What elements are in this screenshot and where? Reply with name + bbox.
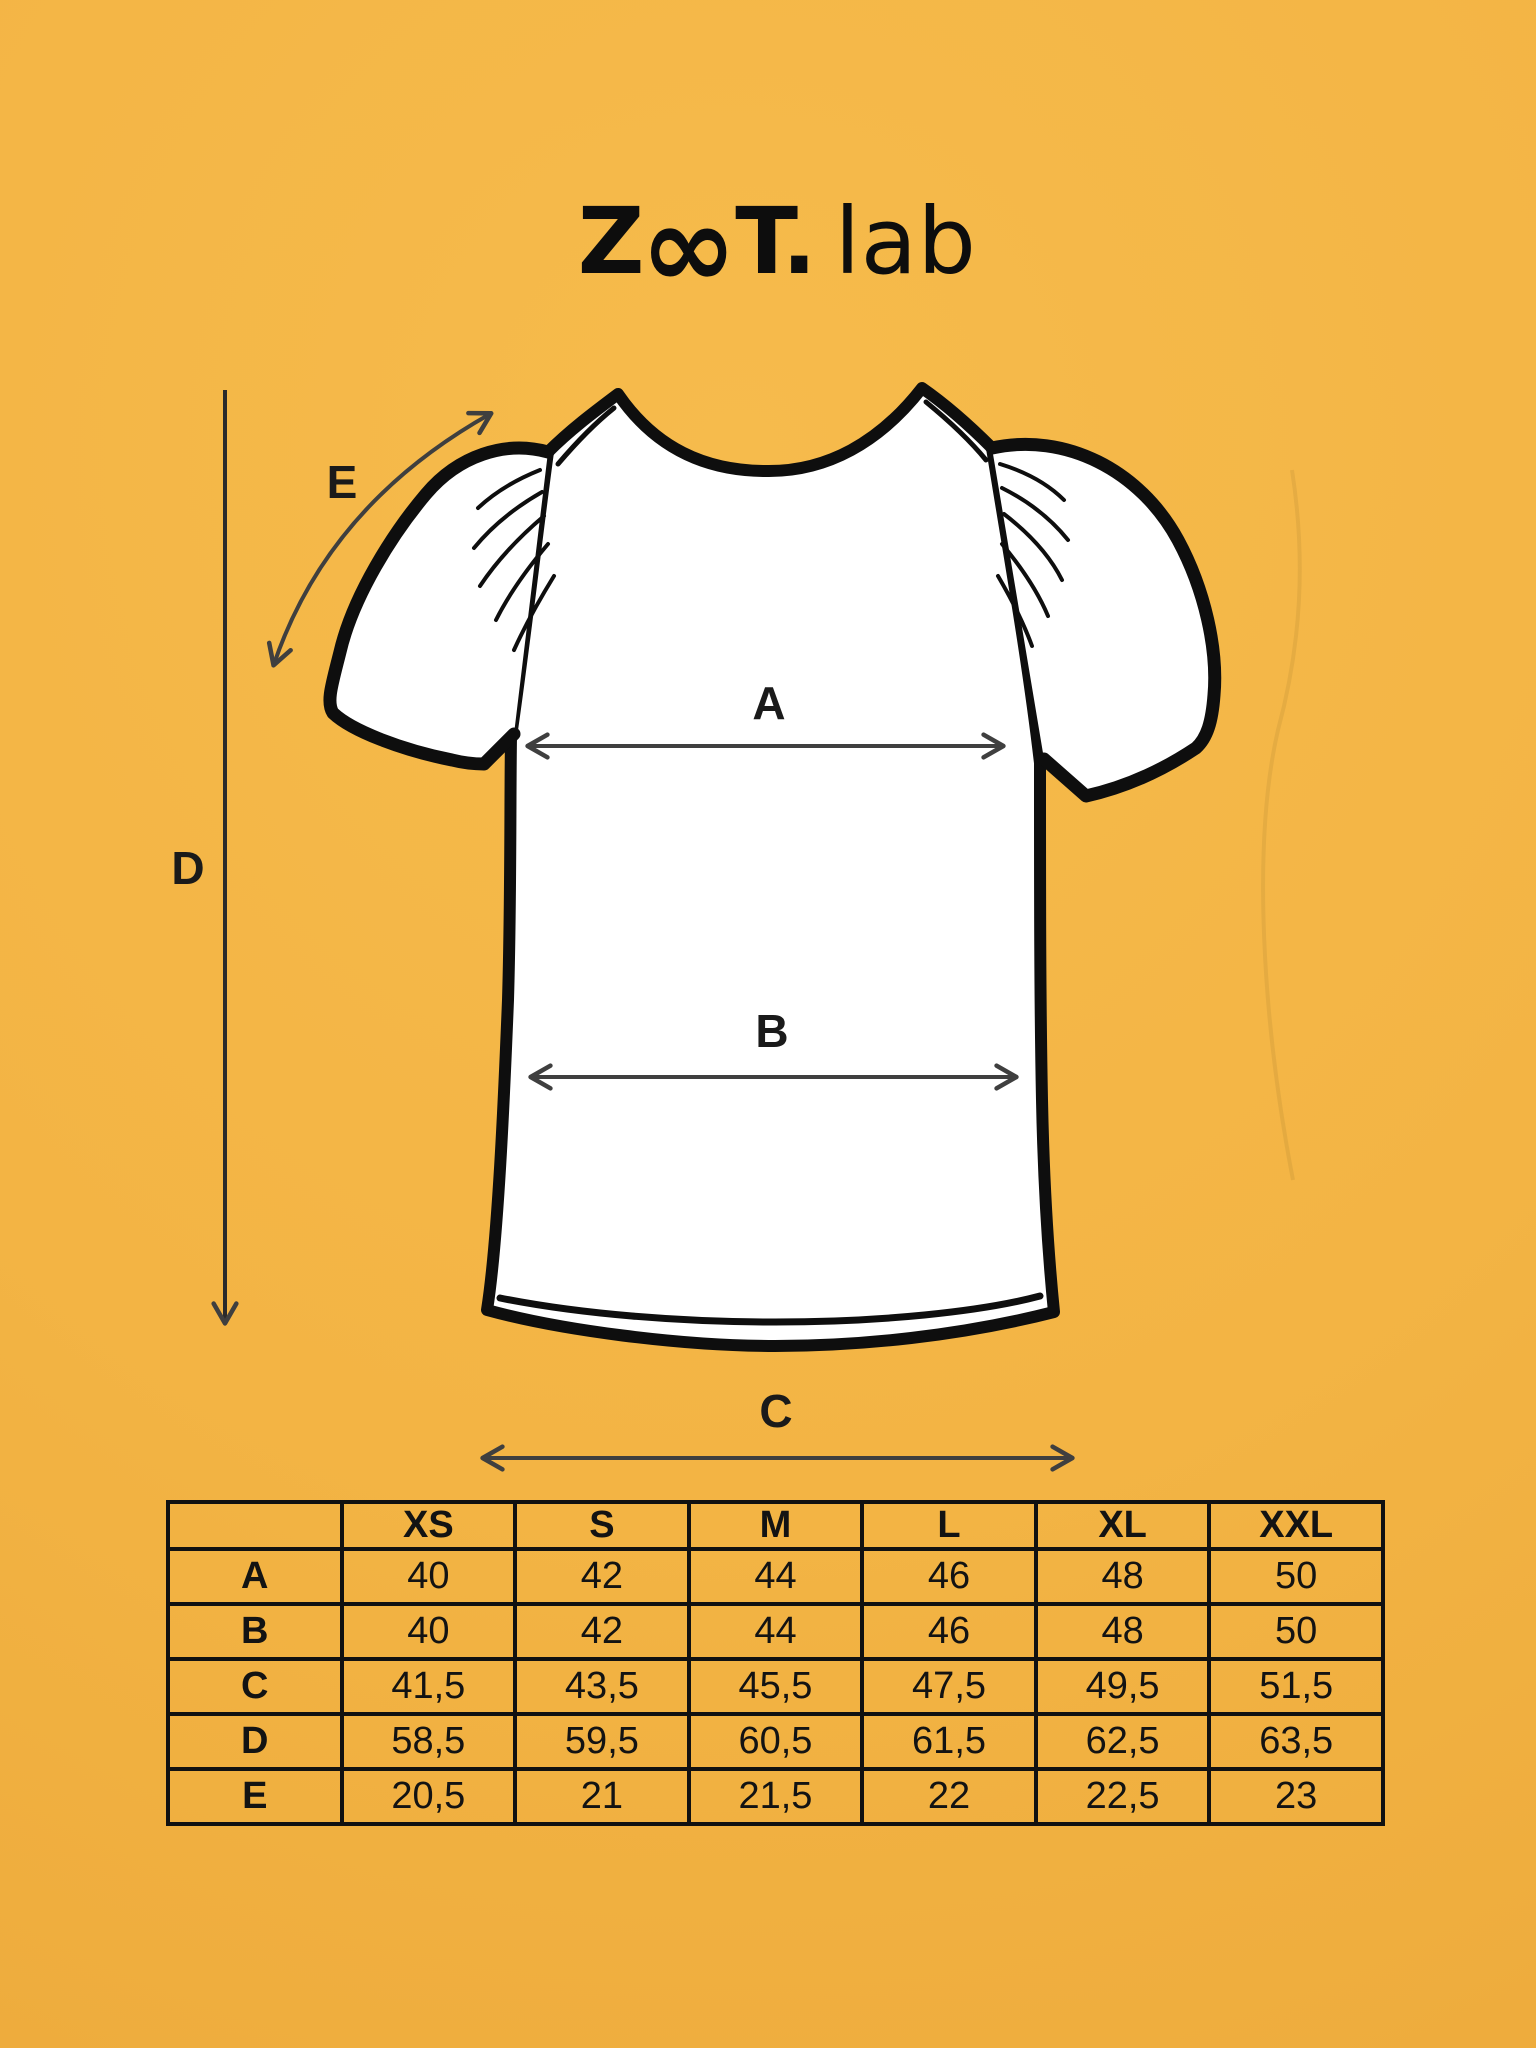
size-table-row: A 40 42 44 46 48 50 xyxy=(166,1547,1385,1606)
size-table-header-row: XS S M L XL XXL xyxy=(166,1500,1385,1551)
size-value-cell: 40 xyxy=(339,1602,518,1661)
size-value-cell: 22 xyxy=(860,1767,1038,1826)
size-value-cell: 41,5 xyxy=(339,1657,518,1716)
size-value-cell: 48 xyxy=(1033,1547,1212,1606)
size-value-cell: 42 xyxy=(513,1602,691,1661)
size-table-row: B 40 42 44 46 48 50 xyxy=(166,1602,1385,1661)
size-value-cell: 44 xyxy=(686,1602,865,1661)
size-table-header: XS S M L XL XXL xyxy=(166,1500,1385,1551)
size-value-cell: 22,5 xyxy=(1033,1767,1212,1826)
size-value-cell: 47,5 xyxy=(860,1657,1038,1716)
size-value-cell: 40 xyxy=(339,1547,518,1606)
size-value-cell: 60,5 xyxy=(686,1712,865,1771)
size-table-body: A 40 42 44 46 48 50 B 40 42 44 46 48 50 C 41,5 43,5 45,5 4… xyxy=(166,1547,1385,1826)
size-table: XS S M L XL XXL A 40 42 44 46 48 50 B 40 42 44 46 48 50 C 41… xyxy=(166,1500,1385,1826)
size-value-cell: 23 xyxy=(1207,1767,1385,1826)
size-value-cell: 62,5 xyxy=(1033,1712,1212,1771)
hem-stitch-line xyxy=(496,1292,1044,1326)
tshirt-right-sleeve-outline xyxy=(985,437,1222,803)
size-row-label: A xyxy=(166,1547,344,1606)
size-table-container: XS S M L XL XXL A 40 42 44 46 48 50 B 40 42 44 46 48 50 C 41… xyxy=(166,1500,1385,1826)
size-value-cell: 45,5 xyxy=(686,1657,865,1716)
size-value-cell: 44 xyxy=(686,1547,865,1606)
size-value-cell: 43,5 xyxy=(513,1657,691,1716)
size-value-cell: 20,5 xyxy=(339,1767,518,1826)
size-value-cell: 50 xyxy=(1207,1547,1385,1606)
size-column-header: L xyxy=(860,1500,1038,1551)
size-value-cell: 58,5 xyxy=(339,1712,518,1771)
size-column-header: S xyxy=(513,1500,691,1551)
size-column-header: XXL xyxy=(1207,1500,1385,1551)
size-row-label: B xyxy=(166,1602,344,1661)
size-value-cell: 21,5 xyxy=(686,1767,865,1826)
size-value-cell: 42 xyxy=(513,1547,691,1606)
measurement-label-b: B xyxy=(755,1005,789,1057)
size-value-cell: 63,5 xyxy=(1207,1712,1385,1771)
size-table-row: D 58,5 59,5 60,5 61,5 62,5 63,5 xyxy=(166,1712,1385,1771)
right-shoulder-seam xyxy=(923,399,989,463)
size-column-header: XS xyxy=(339,1500,518,1551)
size-row-label: D xyxy=(166,1712,344,1771)
size-value-cell: 59,5 xyxy=(513,1712,691,1771)
size-value-cell: 46 xyxy=(860,1547,1038,1606)
logo-z: Z xyxy=(577,188,645,295)
logo-t-dot: T. xyxy=(735,188,816,295)
tshirt-body xyxy=(481,382,1060,1352)
size-value-cell: 61,5 xyxy=(860,1712,1038,1771)
measurement-label-e: E xyxy=(326,456,358,508)
tshirt-left-sleeve-outline xyxy=(323,441,555,771)
size-column-header: M xyxy=(686,1500,865,1551)
measurement-label-a: A xyxy=(752,677,786,729)
size-row-label: E xyxy=(166,1767,344,1826)
background-shadow xyxy=(1261,469,1302,1181)
size-value-cell: 48 xyxy=(1033,1602,1212,1661)
measure-arrow-e xyxy=(266,410,494,668)
measurement-label-c: C xyxy=(759,1385,793,1437)
size-row-label: C xyxy=(166,1657,344,1716)
size-value-cell: 21 xyxy=(513,1767,691,1826)
size-table-row: C 41,5 43,5 45,5 47,5 49,5 51,5 xyxy=(166,1657,1385,1716)
measurement-label-d: D xyxy=(171,842,205,894)
size-column-header: XL xyxy=(1033,1500,1212,1551)
logo-lab: lab xyxy=(834,188,977,295)
zoot-lab-logo: Z ∞ T. lab xyxy=(577,180,977,316)
size-table-row: E 20,5 21 21,5 22 22,5 23 xyxy=(166,1767,1385,1826)
size-value-cell: 51,5 xyxy=(1207,1657,1385,1716)
size-value-cell: 46 xyxy=(860,1602,1038,1661)
size-value-cell: 49,5 xyxy=(1033,1657,1212,1716)
size-table-corner-cell xyxy=(166,1500,344,1551)
size-value-cell: 50 xyxy=(1207,1602,1385,1661)
left-shoulder-seam xyxy=(555,405,617,467)
right-sleeve-gathers xyxy=(996,462,1070,648)
